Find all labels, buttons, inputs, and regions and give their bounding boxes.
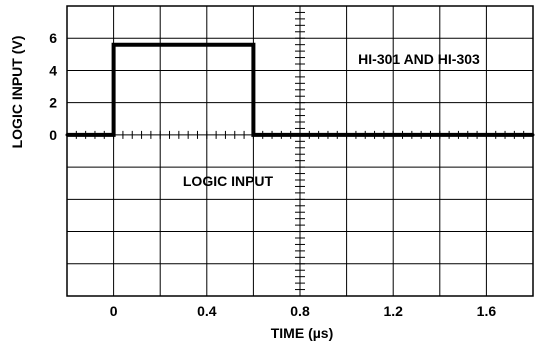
y-tick-label: 4 [49,62,57,78]
device-annotation: HI-301 AND HI-303 [358,51,480,67]
x-tick-label: 0 [110,303,118,319]
y-tick-label: 2 [49,95,57,111]
y-tick-labels: 0 2 4 6 [49,30,57,143]
grid [67,6,533,296]
data-point [65,133,69,137]
y-axis-label: LOGIC INPUT (V) [9,36,25,149]
logic-input-trace [67,42,533,137]
x-tick-label: 0.8 [290,303,310,319]
x-tick-labels: 0 0.4 0.8 1.2 1.6 [110,303,497,319]
x-axis-label: TIME (µs) [271,325,334,341]
x-tick-label: 1.6 [477,303,497,319]
trace-label: LOGIC INPUT [183,173,274,189]
data-point [251,133,255,137]
plot-frame [66,5,534,297]
x-tick-label: 1.2 [383,303,403,319]
y-tick-label: 0 [49,127,57,143]
data-point [112,133,116,137]
x-tick-label: 0.4 [197,303,217,319]
series-layer [65,42,535,137]
minor-ticks [66,5,534,297]
data-point [112,43,116,47]
data-point [251,43,255,47]
y-tick-label: 6 [49,30,57,46]
data-point [531,133,535,137]
